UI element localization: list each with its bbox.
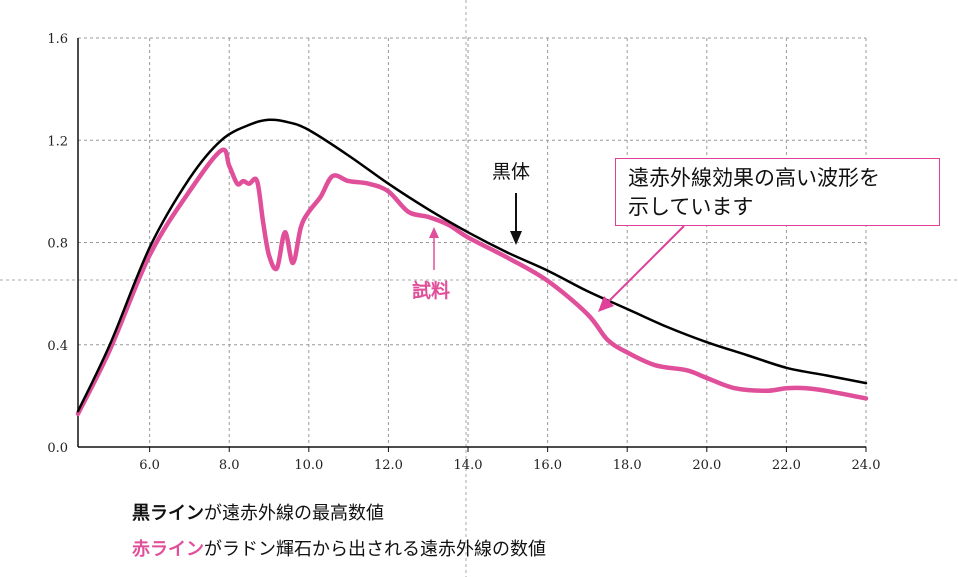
legend-black-key: 黒ライン xyxy=(132,503,204,524)
tick-label-y: 0.0 xyxy=(47,441,68,456)
tick-label-x: 10.0 xyxy=(294,458,323,473)
tick-label-x: 8.0 xyxy=(219,458,240,473)
sample-arrowhead xyxy=(429,227,439,238)
tick-label-x: 16.0 xyxy=(533,458,562,473)
callout-arrow xyxy=(603,225,685,307)
tick-label-x: 14.0 xyxy=(454,458,483,473)
legend-red-key: 赤ライン xyxy=(132,539,204,560)
blackbody-label: 黒体 xyxy=(492,161,530,183)
tick-label-y: 1.2 xyxy=(47,134,68,149)
callout-line-2: 示しています xyxy=(628,195,754,219)
tick-label-y: 0.4 xyxy=(47,339,68,354)
tick-label-y: 1.6 xyxy=(47,32,68,47)
tick-label-x: 6.0 xyxy=(139,458,160,473)
legend-black-text: が遠赤外線の最高数値 xyxy=(204,503,384,524)
callout-line-1: 遠赤外線効果の高い波形を xyxy=(628,166,880,190)
tick-label-x: 22.0 xyxy=(772,458,801,473)
sample-label: 試料 xyxy=(412,279,450,302)
tick-labels: 6.0 8.0 10.0 12.0 14.0 16.0 18.0 20.0 22.0 24.0 0.… xyxy=(47,32,880,473)
grid xyxy=(78,37,867,447)
series-line-sample xyxy=(75,147,869,417)
legend-line-2: 赤ラインがラドン輝石から出される遠赤外線の数値 xyxy=(132,535,546,561)
axes xyxy=(77,38,867,452)
tick-label-x: 24.0 xyxy=(852,458,881,473)
tick-label-x: 18.0 xyxy=(613,458,642,473)
tick-label-y: 0.8 xyxy=(47,237,68,252)
legend-red-text: がラドン輝石から出される遠赤外線の数値 xyxy=(204,539,546,560)
blackbody-arrowhead xyxy=(510,231,522,245)
tick-label-x: 20.0 xyxy=(692,458,721,473)
series-lines xyxy=(75,118,869,417)
tick-label-x: 12.0 xyxy=(374,458,403,473)
legend-line-1: 黒ラインが遠赤外線の最高数値 xyxy=(132,499,384,525)
callout-box: 遠赤外線効果の高い波形を 示しています xyxy=(615,158,940,226)
series-line-blackbody xyxy=(76,118,868,413)
callout-arrowhead xyxy=(598,296,614,312)
